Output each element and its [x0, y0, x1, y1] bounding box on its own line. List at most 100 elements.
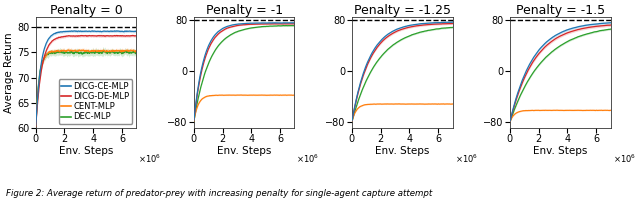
DICG-CE-MLP	[288, 22, 296, 24]
DICG-DE-MLP	[190, 119, 198, 122]
DICG-CE-MLP	[554, 33, 562, 35]
X-axis label: Env. Steps: Env. Steps	[533, 146, 588, 156]
DICG-DE-MLP	[431, 23, 438, 25]
CENT-MLP	[86, 50, 94, 53]
DICG-CE-MLP	[397, 27, 404, 29]
DEC-MLP	[122, 50, 129, 52]
DICG-CE-MLP	[446, 21, 454, 24]
CENT-MLP	[396, 103, 404, 105]
DEC-MLP	[566, 39, 573, 41]
CENT-MLP	[605, 109, 612, 111]
DICG-DE-MLP	[506, 120, 514, 122]
DICG-DE-MLP	[348, 120, 356, 122]
DICG-DE-MLP	[408, 26, 415, 28]
CENT-MLP	[348, 120, 356, 122]
DICG-DE-MLP	[449, 22, 456, 25]
DICG-DE-MLP	[566, 31, 573, 33]
DEC-MLP	[289, 24, 296, 27]
DICG-CE-MLP	[431, 22, 438, 24]
DICG-CE-MLP	[273, 22, 280, 24]
DICG-CE-MLP	[80, 30, 88, 32]
Line: DICG-CE-MLP: DICG-CE-MLP	[36, 31, 136, 125]
X-axis label: Env. Steps: Env. Steps	[217, 146, 271, 156]
CENT-MLP	[566, 109, 574, 111]
CENT-MLP	[132, 50, 140, 52]
Title: Penalty = -1.25: Penalty = -1.25	[354, 4, 451, 17]
CENT-MLP	[80, 49, 88, 51]
DICG-CE-MLP	[239, 23, 246, 25]
DICG-DE-MLP	[132, 34, 140, 37]
DICG-DE-MLP	[273, 23, 280, 25]
DEC-MLP	[80, 51, 88, 54]
CENT-MLP	[92, 49, 100, 52]
Title: Penalty = -1: Penalty = -1	[205, 4, 283, 17]
DEC-MLP	[554, 46, 562, 49]
DICG-DE-MLP	[589, 26, 596, 28]
Y-axis label: Average Return: Average Return	[4, 32, 14, 113]
Line: DICG-DE-MLP: DICG-DE-MLP	[36, 35, 136, 126]
DICG-DE-MLP	[238, 24, 246, 26]
DICG-DE-MLP	[555, 36, 563, 38]
Line: DICG-CE-MLP: DICG-CE-MLP	[352, 22, 452, 121]
DEC-MLP	[607, 28, 614, 30]
CENT-MLP	[289, 94, 296, 96]
DICG-DE-MLP	[115, 34, 122, 37]
Text: $\times 10^6$: $\times 10^6$	[138, 152, 161, 165]
DEC-MLP	[555, 46, 563, 48]
CENT-MLP	[238, 94, 246, 96]
DICG-CE-MLP	[32, 124, 40, 126]
DEC-MLP	[446, 26, 454, 29]
CENT-MLP	[449, 103, 456, 105]
DICG-DE-MLP	[86, 35, 94, 37]
DICG-CE-MLP	[291, 22, 298, 24]
DICG-DE-MLP	[291, 23, 298, 25]
DICG-CE-MLP	[561, 30, 568, 32]
DEC-MLP	[86, 51, 94, 54]
Line: CENT-MLP: CENT-MLP	[510, 110, 611, 122]
DEC-MLP	[190, 120, 198, 122]
DEC-MLP	[239, 29, 246, 31]
DICG-CE-MLP	[92, 30, 99, 33]
DICG-DE-MLP	[239, 24, 246, 26]
DICG-CE-MLP	[250, 22, 257, 24]
CENT-MLP	[244, 94, 252, 96]
DICG-DE-MLP	[244, 23, 252, 26]
DICG-CE-MLP	[566, 28, 573, 30]
Line: DICG-DE-MLP: DICG-DE-MLP	[510, 25, 611, 121]
DICG-CE-MLP	[604, 22, 612, 24]
DICG-CE-MLP	[132, 30, 140, 32]
CENT-MLP	[561, 109, 568, 112]
CENT-MLP	[554, 109, 562, 111]
CENT-MLP	[403, 103, 410, 105]
CENT-MLP	[408, 103, 416, 105]
DICG-DE-MLP	[396, 29, 404, 31]
DEC-MLP	[561, 42, 568, 44]
X-axis label: Env. Steps: Env. Steps	[59, 146, 113, 156]
DEC-MLP	[288, 24, 296, 27]
DICG-CE-MLP	[607, 22, 614, 24]
Line: DICG-DE-MLP: DICG-DE-MLP	[194, 24, 294, 120]
DICG-DE-MLP	[449, 22, 456, 25]
DICG-DE-MLP	[287, 23, 294, 25]
Line: CENT-MLP: CENT-MLP	[36, 50, 136, 126]
X-axis label: Env. Steps: Env. Steps	[375, 146, 429, 156]
Legend: DICG-CE-MLP, DICG-DE-MLP, CENT-MLP, DEC-MLP: DICG-CE-MLP, DICG-DE-MLP, CENT-MLP, DEC-…	[59, 79, 132, 124]
CENT-MLP	[555, 109, 563, 112]
CENT-MLP	[190, 120, 198, 122]
CENT-MLP	[447, 103, 454, 105]
Text: $\times 10^6$: $\times 10^6$	[296, 152, 319, 165]
Line: DEC-MLP: DEC-MLP	[36, 51, 136, 125]
DICG-CE-MLP	[506, 120, 514, 122]
DEC-MLP	[131, 51, 138, 53]
DICG-CE-MLP	[408, 24, 415, 26]
DICG-CE-MLP	[449, 21, 456, 23]
DEC-MLP	[403, 36, 410, 38]
DICG-DE-MLP	[604, 24, 612, 26]
CENT-MLP	[32, 125, 40, 127]
DEC-MLP	[273, 25, 280, 27]
CENT-MLP	[80, 49, 88, 51]
DICG-DE-MLP	[554, 36, 562, 39]
CENT-MLP	[131, 50, 138, 52]
DICG-CE-MLP	[589, 23, 596, 26]
DEC-MLP	[604, 28, 612, 30]
